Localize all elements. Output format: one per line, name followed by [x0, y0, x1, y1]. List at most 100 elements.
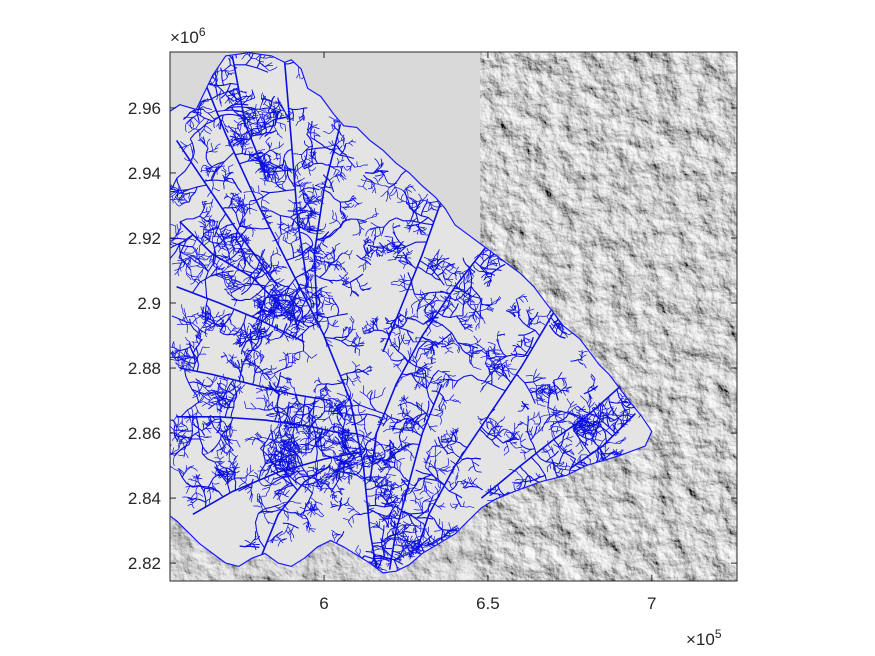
river-tributary [401, 372, 425, 376]
river-tributary [250, 129, 277, 138]
river-tributary [377, 456, 382, 460]
river-tributary [579, 395, 587, 402]
river-tributary [253, 359, 256, 373]
river-tributary [357, 378, 362, 383]
river-tributary [196, 99, 204, 123]
river-tributary [202, 448, 214, 455]
river-tributary [401, 511, 404, 519]
river-tributary [229, 130, 235, 133]
river-tributary [384, 244, 390, 251]
river-tributary [192, 255, 209, 272]
river-tributary [270, 464, 272, 472]
river-tributary [386, 481, 392, 483]
river-tributary [383, 429, 388, 433]
river-tributary [264, 119, 275, 137]
river-tributary [307, 416, 310, 422]
river-tributary [204, 234, 211, 240]
river-tributary [144, 192, 151, 196]
river-tributary [289, 313, 302, 321]
river-tributary [201, 264, 209, 266]
river-tributary [448, 481, 459, 492]
river-tributary [269, 116, 277, 118]
river-tributary [489, 487, 500, 497]
river-tributary [196, 313, 202, 318]
river-tributary [434, 446, 437, 460]
river-tributary [491, 350, 504, 355]
river-tributary [310, 137, 326, 148]
river-tributary [170, 359, 177, 361]
river-tributary [358, 342, 365, 345]
river-tributary [170, 223, 176, 227]
river-tributary [392, 225, 401, 229]
river-tributary [234, 199, 240, 205]
river-tributary [362, 330, 368, 332]
river-tributary [201, 235, 204, 242]
river-tributary [407, 252, 412, 255]
river-tributary [221, 431, 225, 436]
river-tributary [255, 432, 262, 438]
river-tributary [457, 479, 466, 482]
river-tributary [366, 460, 374, 467]
river-tributary [293, 165, 297, 172]
river-tributary [313, 323, 315, 330]
river-tributary [546, 414, 551, 423]
river-tributary [202, 447, 209, 454]
river-tributary [412, 315, 418, 318]
river-tributary [156, 203, 160, 210]
river-tributary [332, 249, 335, 263]
river-tributary [540, 413, 555, 418]
river-tributary [249, 52, 255, 57]
river-tributary [492, 260, 498, 266]
river-tributary [263, 159, 268, 166]
river-tributary [336, 263, 341, 267]
river-tributary [287, 407, 290, 416]
river-tributary [324, 479, 331, 484]
river-tributary [266, 113, 270, 120]
river-tributary [341, 280, 345, 286]
river-tributary [606, 406, 614, 411]
river-tributary [535, 473, 540, 481]
river-tributary [185, 253, 194, 257]
river-tributary [238, 240, 243, 242]
river-tributary [321, 465, 325, 470]
river-tributary [469, 298, 475, 304]
river-tributary [237, 123, 242, 136]
river-tributary [259, 266, 262, 272]
river-tributary [290, 331, 298, 334]
river-tributary [212, 219, 216, 225]
river-tributary [224, 377, 229, 391]
river-tributary [170, 235, 187, 240]
river-tributary [202, 201, 207, 204]
river-tributary [325, 473, 330, 479]
river-tributary [429, 310, 432, 322]
river-tributary [261, 111, 264, 120]
river-tributary [223, 195, 227, 200]
river-tributary [556, 411, 568, 416]
river-tributary [220, 120, 222, 127]
river-tributary [442, 528, 456, 531]
river-tributary [402, 333, 405, 340]
river-tributary [473, 314, 477, 323]
river-tributary [459, 281, 463, 290]
river-tributary [339, 441, 346, 445]
river-tributary [516, 296, 527, 300]
river-tributary [225, 394, 227, 402]
river-tributary [160, 201, 167, 203]
river-tributary [206, 376, 214, 384]
river-tributary [240, 329, 251, 338]
river-tributary [173, 420, 180, 431]
river-tributary [297, 223, 309, 229]
river-tributary [437, 257, 445, 262]
river-tributary [324, 263, 327, 269]
river-tributary [524, 377, 546, 384]
river-tributary [286, 328, 294, 334]
river-tributary [533, 412, 535, 418]
river-tributary [187, 357, 192, 368]
river-tributary [204, 326, 207, 333]
river-tributary [214, 466, 231, 494]
river-tributary [472, 312, 474, 320]
river-tributary [415, 199, 418, 209]
river-tributary [259, 383, 263, 392]
river-tributary [460, 506, 470, 508]
river-tributary [294, 392, 299, 401]
